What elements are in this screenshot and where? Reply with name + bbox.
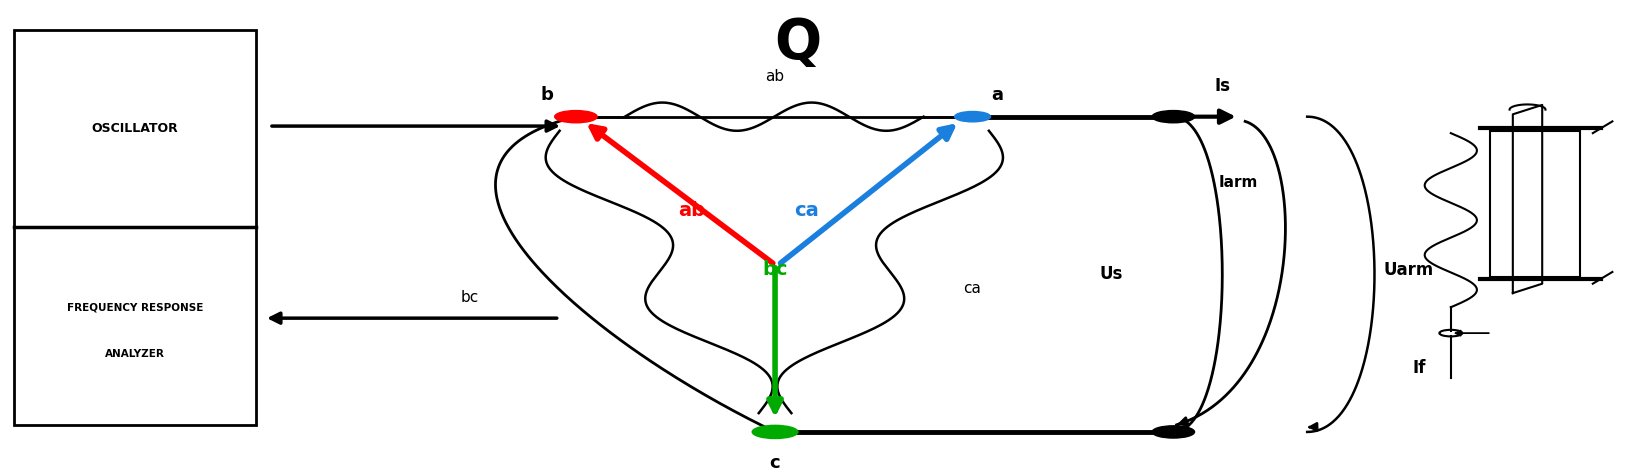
Text: c: c: [770, 454, 780, 472]
Circle shape: [554, 111, 597, 123]
Text: ca: ca: [963, 281, 981, 296]
Text: Us: Us: [1100, 266, 1123, 283]
Circle shape: [1153, 111, 1195, 123]
Text: ca: ca: [793, 201, 819, 220]
Text: a: a: [991, 86, 1002, 104]
Text: b: b: [540, 86, 553, 104]
Text: Uarm: Uarm: [1383, 261, 1434, 279]
Text: ab: ab: [679, 201, 705, 220]
Text: ab: ab: [765, 69, 783, 84]
Text: Is: Is: [1215, 77, 1230, 95]
Text: bc: bc: [762, 260, 788, 279]
Bar: [15, 29, 257, 425]
Text: FREQUENCY RESPONSE: FREQUENCY RESPONSE: [67, 302, 203, 312]
Text: Iarm: Iarm: [1220, 175, 1259, 190]
Text: OSCILLATOR: OSCILLATOR: [92, 122, 178, 135]
Circle shape: [1153, 426, 1195, 438]
Circle shape: [955, 112, 991, 122]
Text: bc: bc: [461, 290, 479, 305]
Bar: [1489, 131, 1579, 276]
Text: ANALYZER: ANALYZER: [105, 349, 165, 359]
Text: If: If: [1413, 360, 1426, 378]
Circle shape: [752, 425, 798, 438]
Text: Q: Q: [775, 16, 821, 69]
